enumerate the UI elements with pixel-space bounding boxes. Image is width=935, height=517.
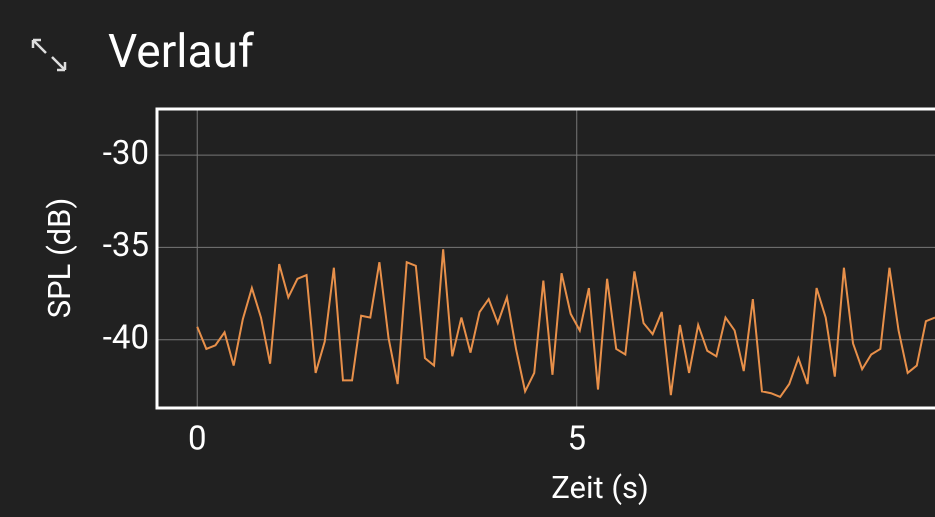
y-tick-label: -30 <box>103 134 149 173</box>
y-tick-label: -35 <box>103 226 149 265</box>
data-line <box>196 249 935 399</box>
chart-title: Verlauf <box>108 25 255 79</box>
y-tick-label: -40 <box>103 318 149 357</box>
plot-area <box>196 249 935 399</box>
expand-icon[interactable] <box>31 38 67 72</box>
y-axis-label: SPL (dB) <box>41 198 78 319</box>
arrow <box>31 38 47 54</box>
arrow <box>51 56 67 72</box>
plot-frame <box>155 107 935 410</box>
x-axis-label: Zeit (s) <box>551 469 648 506</box>
x-tick-label: 5 <box>567 420 586 459</box>
x-tick-label: 0 <box>188 420 207 459</box>
